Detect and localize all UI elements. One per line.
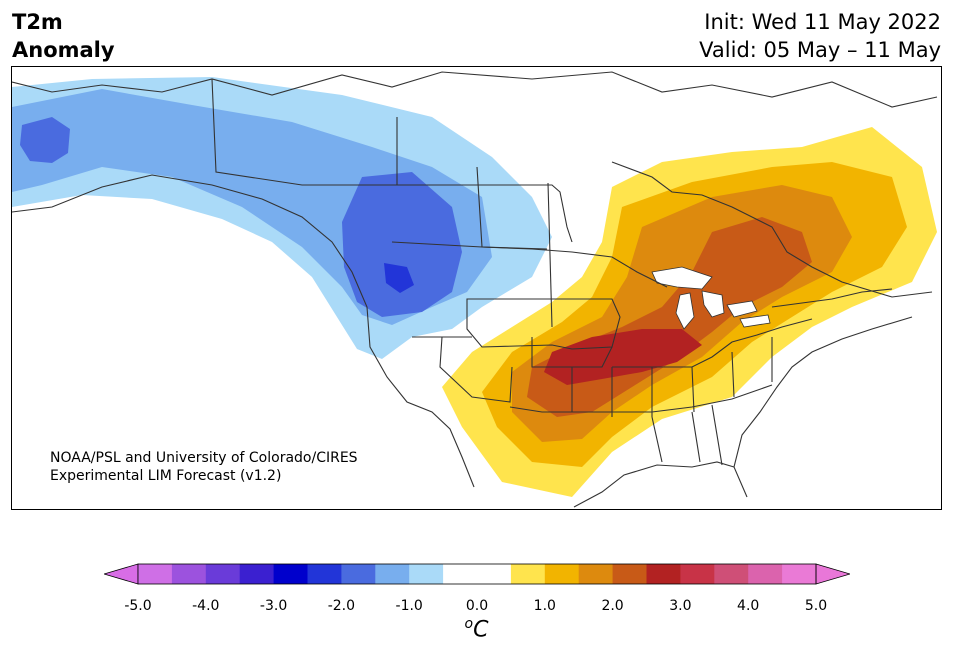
colorbar-cell xyxy=(375,564,410,584)
cold-anomaly-strong xyxy=(342,172,462,317)
unit-label: oC xyxy=(0,616,953,642)
colorbar-cell xyxy=(612,564,647,584)
colorbar-tick-label: 3.0 xyxy=(669,598,692,614)
colorbar-tick-label: 1.0 xyxy=(533,598,556,614)
colorbar-extend-high xyxy=(815,563,850,585)
map-title: T2m Anomaly xyxy=(12,8,115,64)
colorbar-cell xyxy=(205,564,241,584)
unit-degree: o xyxy=(464,616,474,632)
coastlines-borders xyxy=(12,71,938,508)
variable-label: T2m xyxy=(12,10,63,34)
colorbar-cell xyxy=(341,564,376,584)
colorbar-tick-label: 4.0 xyxy=(737,598,760,614)
valid-range: Valid: 05 May – 11 May xyxy=(699,38,941,62)
colorbar-tick-label: 0.0 xyxy=(465,598,489,614)
cold-anomaly-core xyxy=(384,263,414,293)
colorbar-cell xyxy=(646,564,681,584)
colorbar-cells xyxy=(138,564,817,584)
colorbar-cell xyxy=(307,564,342,584)
colorbar-cell xyxy=(239,564,275,584)
map-canvas xyxy=(12,71,938,508)
anomaly-map: NOAA/PSL and University of Colorado/CIRE… xyxy=(11,66,942,510)
colorbar-cell xyxy=(443,564,478,584)
colorbar-tick-label: -3.0 xyxy=(259,598,288,614)
colorbar-tick-label: -5.0 xyxy=(124,598,152,614)
colorbar-cell xyxy=(409,564,444,584)
colorbar-cell xyxy=(544,564,580,584)
unit-symbol: C xyxy=(473,617,489,643)
colorbar-cell xyxy=(171,564,207,584)
colorbar-cell xyxy=(510,564,546,584)
great-lakes xyxy=(651,266,771,330)
colorbar-cell xyxy=(578,564,614,584)
forecast-credit: NOAA/PSL and University of Colorado/CIRE… xyxy=(50,449,358,485)
init-date: Init: Wed 11 May 2022 xyxy=(704,10,941,34)
colorbar-extend-low xyxy=(104,563,139,585)
colorbar-cell xyxy=(477,564,512,584)
colorbar-cell xyxy=(138,564,173,584)
credit-line-2: Experimental LIM Forecast (v1.2) xyxy=(50,468,282,484)
warm-anomaly-peak xyxy=(544,329,702,385)
colorbar-cell xyxy=(273,564,308,584)
colorbar-tick-label: 2.0 xyxy=(601,598,624,614)
colorbar-tick-label: -2.0 xyxy=(327,598,356,614)
colorbar-cell xyxy=(680,564,715,584)
cold-anomaly-alaska xyxy=(20,117,70,163)
colorbar-tick-label: 5.0 xyxy=(804,598,828,614)
colorbar-cell xyxy=(782,564,817,584)
colorbar-cell xyxy=(714,564,749,584)
colorbar xyxy=(104,563,850,585)
colorbar-tick-label: -4.0 xyxy=(192,598,220,614)
forecast-dates: Init: Wed 11 May 2022 Valid: 05 May – 11… xyxy=(699,8,941,64)
colorbar-tick-label: -1.0 xyxy=(395,598,423,614)
colorbar-cell xyxy=(748,564,783,584)
quantity-label: Anomaly xyxy=(12,38,115,62)
colorbar-outline xyxy=(137,563,817,585)
credit-line-1: NOAA/PSL and University of Colorado/CIRE… xyxy=(50,450,358,466)
